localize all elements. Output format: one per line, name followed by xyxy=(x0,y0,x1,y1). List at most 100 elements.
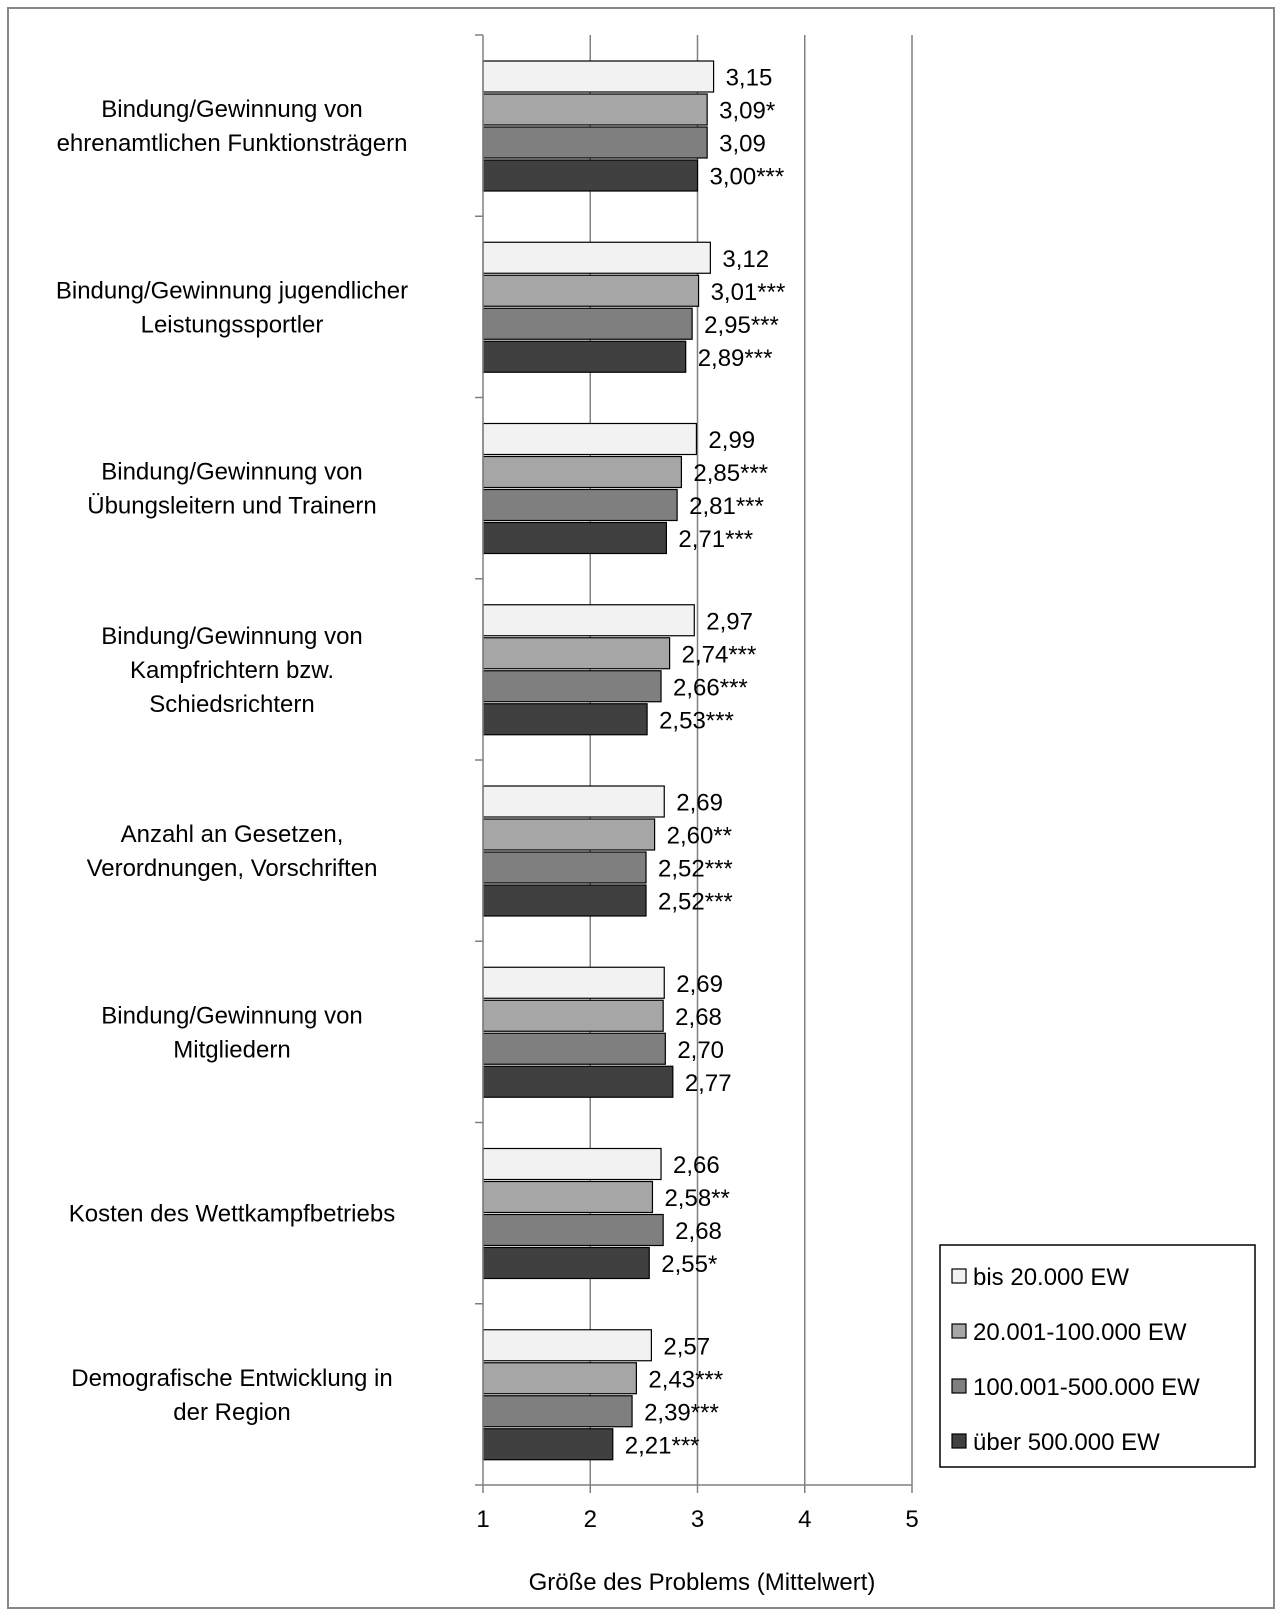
legend: bis 20.000 EW 20.001-100.000 EW 100.001-50… xyxy=(939,1244,1256,1468)
bar-1-7 xyxy=(482,1147,662,1181)
bar-4-3 xyxy=(482,521,667,555)
data-label: 2,81*** xyxy=(689,493,764,520)
category-label: Kosten des Wettkampfbetriebs xyxy=(69,1201,395,1228)
category-label-line: Bindung/Gewinnung von xyxy=(101,459,363,486)
data-label: 3,09 xyxy=(719,131,766,158)
bar-4-1 xyxy=(482,159,699,192)
bar-2-7 xyxy=(482,1180,654,1214)
category-label-line: Kosten des Wettkampfbetriebs xyxy=(69,1201,395,1228)
bar-3-1 xyxy=(482,126,708,159)
category-label-line: Schiedsrichtern xyxy=(149,691,314,718)
data-label: 2,52*** xyxy=(658,856,733,883)
category-label-line: der Region xyxy=(173,1399,290,1426)
category-label: Bindung/Gewinnung von Mitgliedern xyxy=(101,1002,363,1063)
bar-4-8 xyxy=(482,1428,614,1461)
category-label-line: Demografische Entwicklung in xyxy=(71,1365,392,1392)
data-label: 2,68 xyxy=(675,1004,722,1031)
data-label: 2,53*** xyxy=(659,707,734,734)
data-label: 2,85*** xyxy=(693,460,768,487)
data-label: 2,99 xyxy=(708,427,755,454)
bar-1-1 xyxy=(482,60,715,93)
x-tick-label: 5 xyxy=(905,1506,918,1533)
bar-2-5 xyxy=(482,818,656,851)
category-label-line: Bindung/Gewinnung von xyxy=(101,96,363,123)
data-label: 2,66 xyxy=(673,1152,720,1179)
bar-2-6 xyxy=(482,999,664,1032)
data-label: 2,43*** xyxy=(648,1366,723,1393)
data-label: 2,77 xyxy=(685,1070,732,1097)
category-label-line: Bindung/Gewinnung von xyxy=(101,1002,363,1029)
bar-3-8 xyxy=(482,1395,633,1428)
category-label-line: Leistungssportler xyxy=(141,311,324,338)
data-label: 3,15 xyxy=(726,65,773,92)
bar-1-4 xyxy=(482,604,695,637)
legend-label: 100.001-500.000 EW xyxy=(973,1374,1200,1401)
bar-3-4 xyxy=(482,670,662,703)
legend-box xyxy=(939,1244,1256,1468)
bar-2-4 xyxy=(482,637,671,670)
data-label: 3,01*** xyxy=(711,279,786,306)
x-tick-label: 2 xyxy=(584,1506,597,1533)
data-label: 2,58** xyxy=(664,1185,729,1212)
category-label-line: Übungsleitern und Trainern xyxy=(87,493,377,520)
data-label: 2,55* xyxy=(661,1251,717,1278)
bar-3-5 xyxy=(482,851,647,884)
bar-1-8 xyxy=(482,1329,652,1362)
bar-2-1 xyxy=(482,93,708,126)
data-label: 2,57 xyxy=(663,1333,710,1360)
legend-swatch xyxy=(951,1433,967,1449)
category-label: Bindung/Gewinnung von Übungsleitern und T… xyxy=(87,459,377,520)
bar-4-5 xyxy=(482,884,647,917)
category-label-line: Mitgliedern xyxy=(173,1036,290,1063)
legend-label: bis 20.000 EW xyxy=(973,1264,1129,1291)
bar-4-6 xyxy=(482,1065,674,1098)
category-label-line: Anzahl an Gesetzen, xyxy=(121,821,344,848)
bar-4-2 xyxy=(482,340,687,373)
category-label: Bindung/Gewinnung von Kampfrichtern bzw. S… xyxy=(101,623,363,718)
x-tick-label: 1 xyxy=(476,1506,489,1533)
data-label: 2,52*** xyxy=(658,889,733,916)
data-label: 3,09* xyxy=(719,98,775,125)
data-label: 3,12 xyxy=(722,246,769,273)
data-label: 2,69 xyxy=(676,790,723,817)
data-label: 2,70 xyxy=(677,1037,724,1064)
bar-2-3 xyxy=(482,455,683,489)
legend-label: 20.001-100.000 EW xyxy=(973,1319,1187,1346)
category-label: Bindung/Gewinnung jugendlicher Leistungss… xyxy=(56,277,408,338)
bar-1-2 xyxy=(482,241,711,274)
bars xyxy=(482,60,715,1461)
legend-swatch xyxy=(951,1268,967,1284)
data-label: 2,71*** xyxy=(678,526,753,553)
bar-4-4 xyxy=(482,703,648,736)
bar-1-5 xyxy=(482,785,665,818)
bar-3-2 xyxy=(482,307,693,340)
bar-3-3 xyxy=(482,488,678,522)
category-label: Demografische Entwicklung in der Region xyxy=(71,1365,392,1426)
category-label-line: Kampfrichtern bzw. xyxy=(130,657,334,684)
bar-2-8 xyxy=(482,1362,637,1395)
category-label-line: Verordnungen, Vorschriften xyxy=(87,855,378,882)
category-label-line: Bindung/Gewinnung von xyxy=(101,623,363,650)
data-label: 2,97 xyxy=(706,608,753,635)
data-label: 2,74*** xyxy=(682,641,757,668)
x-tick-label: 3 xyxy=(691,1506,704,1533)
bar-1-3 xyxy=(482,422,698,456)
legend-swatch xyxy=(951,1323,967,1339)
data-label: 2,21*** xyxy=(625,1432,700,1459)
x-tick-label: 4 xyxy=(798,1506,811,1533)
data-label: 2,39*** xyxy=(644,1399,719,1426)
data-label: 3,00*** xyxy=(710,164,785,191)
data-label: 2,89*** xyxy=(698,345,773,372)
category-label: Bindung/Gewinnung von ehrenamtlichen Funk… xyxy=(57,96,408,157)
data-label: 2,69 xyxy=(676,971,723,998)
x-axis-title: Größe des Problems (Mittelwert) xyxy=(529,1569,876,1596)
legend-swatch xyxy=(951,1378,967,1394)
data-label: 2,66*** xyxy=(673,674,748,701)
axes: 1 2 3 4 5 xyxy=(475,34,919,1533)
data-label: 2,68 xyxy=(675,1218,722,1245)
bar-3-7 xyxy=(482,1213,664,1247)
data-label: 2,60** xyxy=(667,823,732,850)
data-labels: 3,15 3,09* 3,09 3,00*** 3,12 3,01*** 2,95*** 2,… xyxy=(625,65,786,1460)
category-label: Anzahl an Gesetzen, Verordnungen, Vorschr… xyxy=(87,821,378,882)
